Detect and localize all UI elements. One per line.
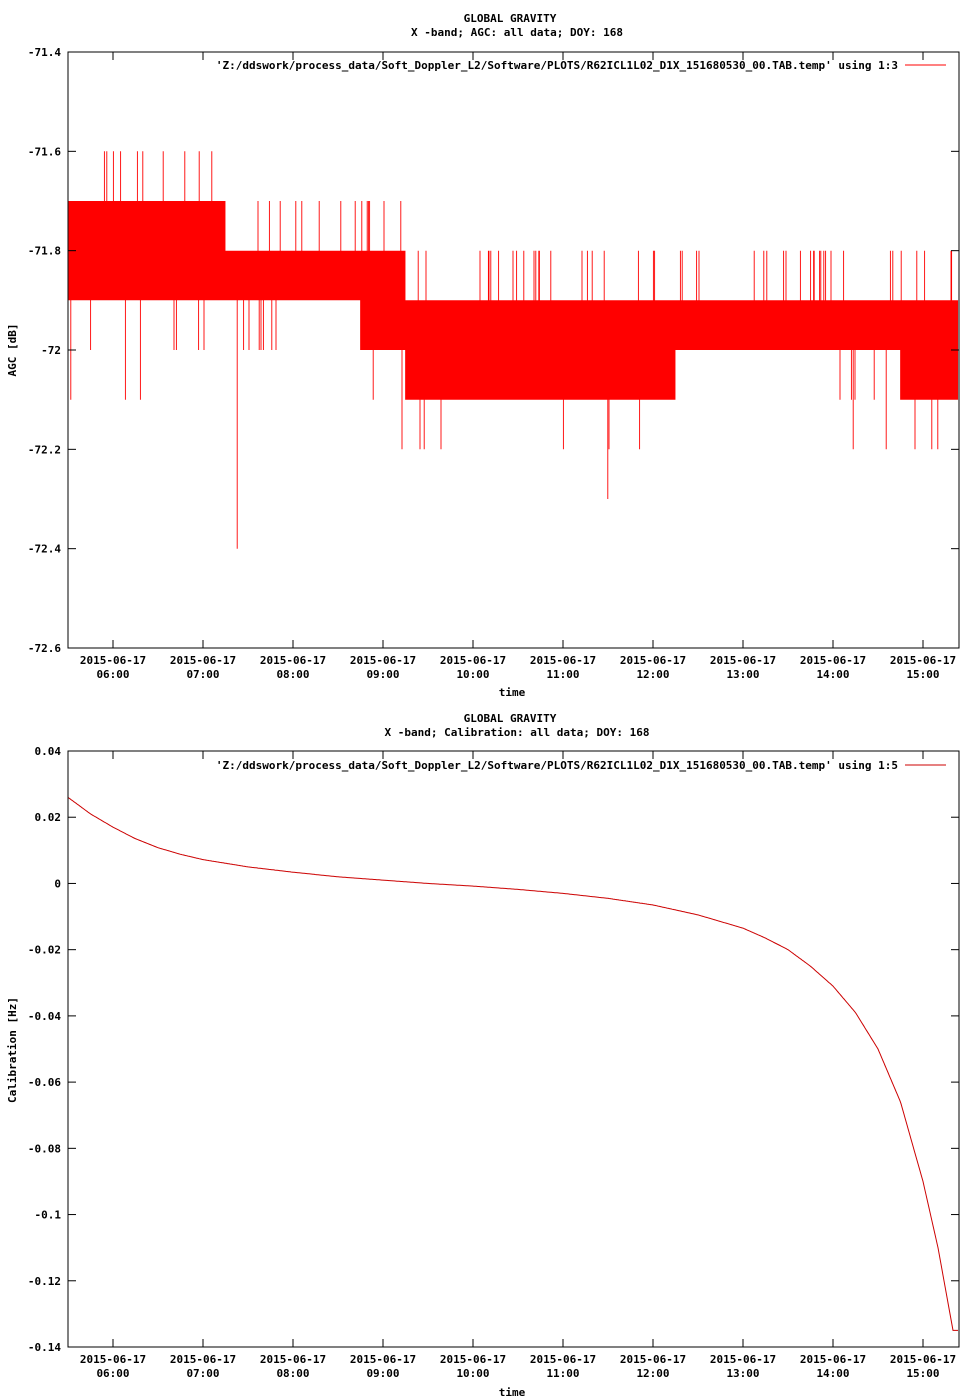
x-tick-time-label: 14:00	[816, 668, 849, 681]
x-tick-date-label: 2015-06-17	[710, 654, 776, 667]
x-tick-date-label: 2015-06-17	[80, 654, 146, 667]
x-tick-date-label: 2015-06-17	[530, 654, 596, 667]
x-tick-time-label: 12:00	[636, 1367, 669, 1380]
y-tick-label: -71.6	[28, 145, 61, 158]
y-tick-label: -72.2	[28, 443, 61, 456]
x-tick-time-label: 13:00	[726, 1367, 759, 1380]
x-tick-date-label: 2015-06-17	[710, 1353, 776, 1366]
y-tick-label: -0.06	[28, 1076, 61, 1089]
calibration-chart-subtitle: X -band; Calibration: all data; DOY: 168	[385, 726, 650, 739]
x-tick-time-label: 06:00	[96, 668, 129, 681]
x-tick-time-label: 12:00	[636, 668, 669, 681]
x-tick-date-label: 2015-06-17	[890, 1353, 956, 1366]
agc-plot-area	[68, 151, 959, 549]
x-tick-time-label: 09:00	[366, 668, 399, 681]
x-tick-date-label: 2015-06-17	[350, 1353, 416, 1366]
agc-chart: GLOBAL GRAVITY X -band; AGC: all data; D…	[6, 12, 960, 699]
x-tick-time-label: 07:00	[186, 668, 219, 681]
agc-chart-title: GLOBAL GRAVITY	[464, 12, 557, 25]
x-tick-date-label: 2015-06-17	[800, 654, 866, 667]
agc-y-axis-label: AGC [dB]	[6, 324, 19, 377]
calibration-y-ticks: 0.04 0.02 0 -0.02 -0.04 -0.06 -0.08 -0.1 -0.12 -0…	[28, 745, 959, 1354]
y-tick-label: 0	[54, 877, 61, 890]
calibration-series-line	[67, 796, 958, 1331]
calibration-plot-frame	[67, 750, 960, 1348]
agc-legend-label: 'Z:/ddswork/process_data/Soft_Doppler_L2…	[216, 59, 898, 72]
x-tick-time-label: 09:00	[366, 1367, 399, 1380]
x-tick-date-label: 2015-06-17	[620, 654, 686, 667]
x-tick-date-label: 2015-06-17	[260, 654, 326, 667]
y-tick-label: -71.8	[28, 245, 61, 258]
x-tick-time-label: 14:00	[816, 1367, 849, 1380]
y-tick-label: 0.04	[35, 745, 62, 758]
x-tick-date-label: 2015-06-17	[800, 1353, 866, 1366]
x-tick-date-label: 2015-06-17	[80, 1353, 146, 1366]
calibration-chart-title: GLOBAL GRAVITY	[464, 712, 557, 725]
calibration-legend-label: 'Z:/ddswork/process_data/Soft_Doppler_L2…	[216, 759, 898, 772]
y-tick-label: -72.4	[28, 543, 61, 556]
x-tick-date-label: 2015-06-17	[890, 654, 956, 667]
x-tick-date-label: 2015-06-17	[440, 1353, 506, 1366]
x-tick-time-label: 08:00	[276, 1367, 309, 1380]
x-tick-time-label: 10:00	[456, 1367, 489, 1380]
x-tick-time-label: 15:00	[906, 668, 939, 681]
x-tick-date-label: 2015-06-17	[260, 1353, 326, 1366]
y-tick-label: -0.02	[28, 944, 61, 957]
agc-y-ticks: -71.4 -71.6 -71.8 -72 -72.2 -72.4 -72.6	[28, 46, 959, 655]
y-tick-label: -0.04	[28, 1010, 61, 1023]
x-tick-time-label: 10:00	[456, 668, 489, 681]
calibration-x-ticks: 2015-06-1706:002015-06-1707:002015-06-17…	[80, 751, 956, 1380]
agc-series-line	[68, 151, 959, 549]
agc-chart-subtitle: X -band; AGC: all data; DOY: 168	[411, 26, 623, 39]
x-tick-date-label: 2015-06-17	[170, 654, 236, 667]
calibration-x-axis-label: time	[499, 1386, 526, 1399]
x-tick-time-label: 15:00	[906, 1367, 939, 1380]
calibration-chart: GLOBAL GRAVITY X -band; Calibration: all…	[6, 712, 960, 1399]
y-tick-label: -0.1	[35, 1209, 62, 1222]
y-tick-label: -71.4	[28, 46, 61, 59]
agc-x-ticks: 2015-06-1706:002015-06-1707:002015-06-17…	[80, 52, 956, 681]
x-tick-date-label: 2015-06-17	[620, 1353, 686, 1366]
y-tick-label: 0.02	[35, 811, 62, 824]
agc-x-axis-label: time	[499, 686, 526, 699]
y-tick-label: -0.12	[28, 1275, 61, 1288]
y-tick-label: -0.14	[28, 1341, 61, 1354]
x-tick-time-label: 13:00	[726, 668, 759, 681]
x-tick-time-label: 06:00	[96, 1367, 129, 1380]
x-tick-time-label: 11:00	[546, 1367, 579, 1380]
calibration-plot-area	[67, 796, 958, 1331]
y-tick-label: -72.6	[28, 642, 61, 655]
x-tick-date-label: 2015-06-17	[170, 1353, 236, 1366]
x-tick-time-label: 08:00	[276, 668, 309, 681]
x-tick-date-label: 2015-06-17	[530, 1353, 596, 1366]
x-tick-date-label: 2015-06-17	[440, 654, 506, 667]
x-tick-time-label: 07:00	[186, 1367, 219, 1380]
x-tick-date-label: 2015-06-17	[350, 654, 416, 667]
y-tick-label: -72	[41, 344, 61, 357]
calibration-y-axis-label: Calibration [Hz]	[6, 997, 19, 1103]
x-tick-time-label: 11:00	[546, 668, 579, 681]
y-tick-label: -0.08	[28, 1142, 61, 1155]
